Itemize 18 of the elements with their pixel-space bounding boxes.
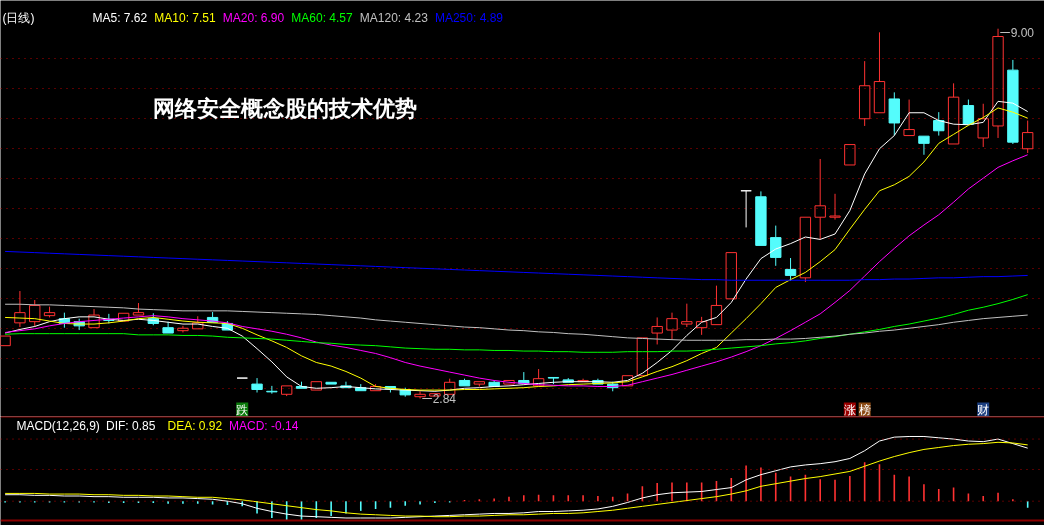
- text: MA10: 7.51: [154, 10, 217, 25]
- text: MA120: 4.23: [359, 10, 429, 25]
- annotation: 跌: [236, 402, 249, 417]
- text: DEA: 0.92: [167, 418, 223, 433]
- annotation: 9.00: [1010, 26, 1035, 40]
- text: DIF: 0.85: [105, 418, 156, 433]
- text: (日线): [2, 10, 35, 25]
- text: MACD: -0.14: [228, 418, 299, 433]
- annotation: 2.84: [432, 392, 457, 406]
- text: MA5: 7.62: [92, 10, 148, 25]
- text: MA60: 4.57: [291, 10, 353, 25]
- annotation: 网络安全概念股的技术优势: [152, 96, 417, 121]
- annotation: 财: [977, 402, 990, 417]
- text: MA20: 6.90: [222, 10, 285, 25]
- annotation: 涨: [843, 402, 856, 417]
- text: MA250: 4.89: [434, 10, 504, 25]
- chart-title: MACD(12,26,9): [16, 418, 100, 433]
- annotation: 榜: [858, 402, 871, 417]
